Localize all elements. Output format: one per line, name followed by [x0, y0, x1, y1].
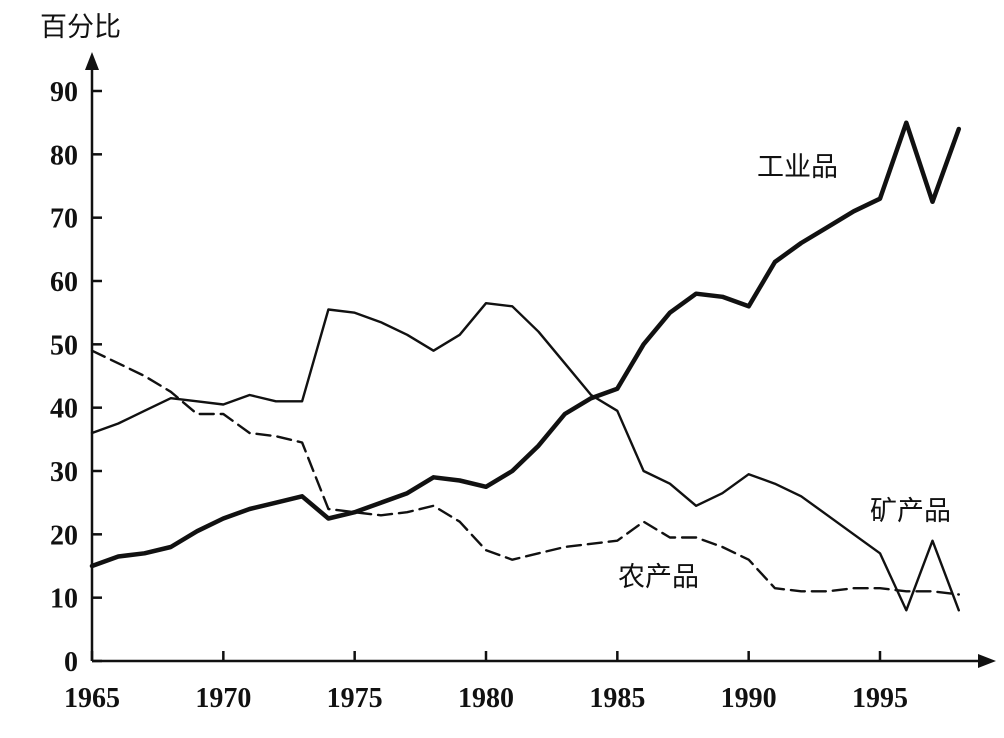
y-ticks: 0 10 20 30 40 50 60 70 80 90 [50, 77, 102, 678]
y-tick-label: 40 [50, 394, 78, 425]
y-axis-label: 百分比 [40, 12, 121, 43]
x-tick-label: 1980 [458, 683, 514, 714]
axes [85, 52, 996, 668]
mineral-series-line [90, 302, 960, 612]
x-axis-arrow [978, 654, 996, 668]
x-tick-label: 1975 [327, 683, 383, 714]
series-layer [89, 120, 962, 612]
y-tick-label: 80 [50, 140, 78, 171]
x-tick-label: 1965 [64, 683, 120, 714]
y-tick-label: 70 [50, 204, 78, 235]
agricultural-series-line [90, 349, 960, 596]
series-label-mineral: 矿产品 [870, 496, 951, 527]
series-label-agricultural: 农产品 [618, 562, 699, 593]
x-tick-label: 1970 [195, 683, 251, 714]
y-tick-label: 50 [50, 330, 78, 361]
x-tick-label: 1985 [589, 683, 645, 714]
y-tick-label: 30 [50, 457, 78, 488]
y-tick-label: 90 [50, 77, 78, 108]
y-tick-label: 10 [50, 584, 78, 615]
y-tick-label: 60 [50, 267, 78, 298]
industrial-series-line [89, 120, 962, 569]
x-tick-label: 1990 [721, 683, 777, 714]
x-tick-label: 1995 [852, 683, 908, 714]
y-tick-label: 20 [50, 520, 78, 551]
series-label-industrial: 工业品 [757, 152, 838, 183]
y-axis-arrow [85, 52, 99, 70]
y-tick-label: 0 [64, 647, 78, 678]
x-ticks: 1965 1970 1975 1980 1985 1990 1995 [64, 651, 908, 714]
